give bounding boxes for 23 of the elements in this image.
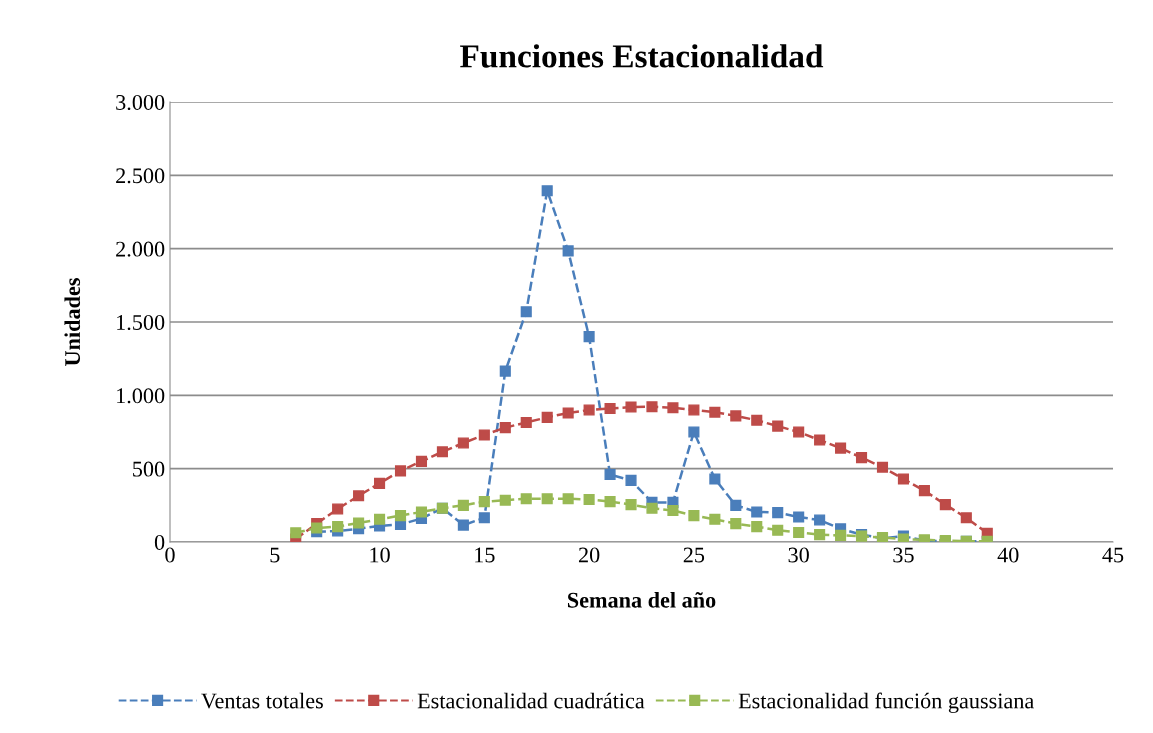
y-tick-label: 2.500	[116, 168, 165, 184]
x-axis-title: Semana del año	[567, 591, 716, 608]
y-tick-label: 500	[133, 461, 165, 477]
x-tick-label: 45	[1102, 547, 1124, 563]
x-tick-label: 0	[165, 547, 175, 563]
x-tick-label: 15	[475, 547, 495, 563]
y-tick-label: 3.000	[116, 94, 165, 111]
x-tick-label: 40	[997, 547, 1019, 563]
y-tick-label: 0	[154, 534, 165, 550]
y-tick-label: 2.000	[116, 241, 165, 257]
y-tick-label: 1.500	[117, 314, 165, 331]
y-axis-title: Unidades	[64, 278, 81, 366]
legend-label: Estacionalidad función gaussiana	[738, 692, 1034, 713]
chart-title: Funciones Estacionalidad	[460, 44, 824, 68]
x-tick-label: 35	[893, 547, 914, 563]
x-tick-label: 10	[370, 547, 390, 563]
legend-label: Estacionalidad cuadrática	[417, 692, 645, 709]
legend-label: Ventas totales	[201, 692, 323, 709]
x-tick-label: 30	[788, 547, 809, 563]
x-tick-label: 25	[683, 547, 705, 563]
x-tick-label: 5	[270, 547, 280, 563]
x-tick-label: 20	[578, 547, 600, 563]
y-tick-label: 1.000	[117, 388, 165, 404]
